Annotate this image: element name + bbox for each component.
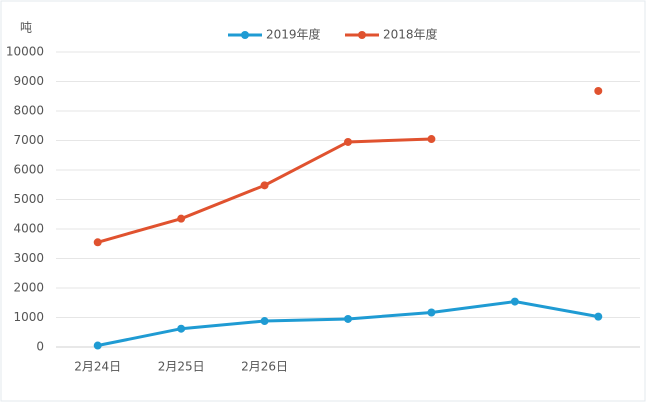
y-tick-label: 4000 (13, 222, 44, 236)
point (93, 341, 102, 350)
y-tick-label: 9000 (13, 74, 44, 88)
y-tick-label: 1000 (13, 310, 44, 324)
point (594, 86, 603, 95)
y-tick-label: 7000 (13, 133, 44, 147)
y-tick-label: 10000 (6, 45, 44, 59)
point (177, 324, 186, 333)
legend-marker (241, 31, 249, 39)
y-tick-label: 0 (36, 340, 44, 354)
point (427, 135, 436, 144)
y-tick-label: 3000 (13, 251, 44, 265)
point (594, 312, 603, 321)
point (260, 317, 269, 326)
x-tick-label: 2月25日 (158, 360, 205, 374)
point (93, 238, 102, 247)
legend-label: 2019年度 (266, 27, 321, 42)
legend-marker (358, 31, 366, 39)
y-tick-label: 5000 (13, 192, 44, 206)
y-tick-label: 2000 (13, 281, 44, 295)
point (177, 214, 186, 223)
legend-label: 2018年度 (383, 27, 438, 42)
x-tick-label: 2月24日 (74, 360, 121, 374)
point (344, 137, 352, 146)
y-tick-label: 8000 (13, 104, 44, 118)
point (510, 297, 519, 306)
point (344, 314, 352, 323)
x-tick-label: 2月26日 (241, 360, 288, 374)
point (427, 308, 436, 317)
y-axis-label: 吨 (20, 21, 32, 35)
y-tick-label: 6000 (13, 163, 44, 177)
point (260, 181, 269, 190)
